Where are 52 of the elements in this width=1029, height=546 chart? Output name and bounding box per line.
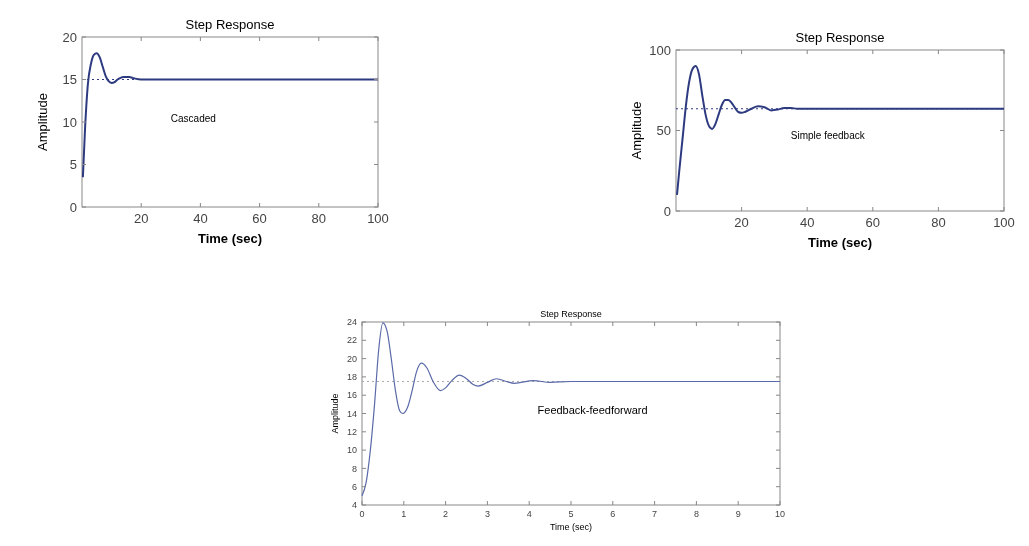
x-tick-label: 20 — [133, 211, 149, 226]
y-tick-label: 20 — [346, 353, 357, 364]
line-series — [361, 322, 781, 497]
x-tick-label: 1 — [401, 509, 407, 519]
y-tick-label: 12 — [346, 426, 357, 437]
y-axis-title: Amplitude — [34, 93, 50, 151]
x-tick-label: 0 — [359, 509, 365, 519]
y-tick-label: 10 — [62, 114, 77, 130]
x-tick-label: 3 — [484, 509, 490, 519]
y-axis-title: Amplitude — [329, 393, 340, 434]
chart-title: Step Response — [795, 30, 885, 46]
x-tick-label: 40 — [799, 215, 815, 230]
y-tick-label: 24 — [346, 317, 357, 328]
y-tick-label: 8 — [351, 463, 357, 474]
y-tick-label: 5 — [69, 157, 77, 173]
x-axis-title: Time (sec) — [549, 522, 593, 533]
x-tick-label: 20 — [734, 215, 749, 230]
y-tick-label: 20 — [62, 29, 77, 45]
x-tick-label: 2 — [443, 509, 449, 519]
y-tick-label: 6 — [351, 481, 357, 492]
y-axis-title: Amplitude — [628, 101, 644, 160]
x-axis-title: Time (sec) — [807, 234, 873, 250]
x-tick-label: 100 — [367, 211, 389, 226]
x-tick-label: 60 — [865, 215, 881, 230]
y-tick-label: 22 — [346, 335, 357, 346]
x-tick-label: 5 — [568, 509, 574, 519]
x-tick-label: 9 — [735, 509, 741, 519]
x-tick-label: 80 — [931, 215, 946, 230]
x-tick-label: 4 — [526, 509, 532, 519]
x-tick-label: 6 — [610, 509, 616, 519]
chart-title: Step Response — [540, 308, 602, 319]
y-tick-label: 16 — [346, 390, 357, 401]
y-tick-label: 0 — [69, 199, 77, 215]
x-tick-label: 100 — [993, 215, 1015, 230]
chart-title: Step Response — [185, 17, 275, 33]
x-tick-label: 80 — [311, 211, 327, 226]
x-tick-label: 60 — [252, 211, 267, 226]
x-tick-label: 40 — [193, 211, 208, 226]
y-tick-label: 18 — [346, 372, 357, 383]
x-tick-label: 10 — [774, 509, 786, 519]
annotation: Cascaded — [170, 113, 216, 124]
annotation: Simple feedback — [790, 129, 866, 141]
y-tick-label: 10 — [346, 445, 357, 456]
y-tick-label: 100 — [649, 42, 671, 58]
x-axis-title: Time (sec) — [197, 230, 263, 246]
y-tick-label: 14 — [346, 408, 357, 419]
annotation: Feedback-feedforward — [537, 403, 648, 416]
y-tick-label: 4 — [351, 500, 357, 511]
y-tick-label: 50 — [656, 123, 671, 139]
x-tick-label: 8 — [693, 509, 699, 519]
y-tick-label: 15 — [62, 72, 77, 88]
x-tick-label: 7 — [652, 509, 658, 519]
